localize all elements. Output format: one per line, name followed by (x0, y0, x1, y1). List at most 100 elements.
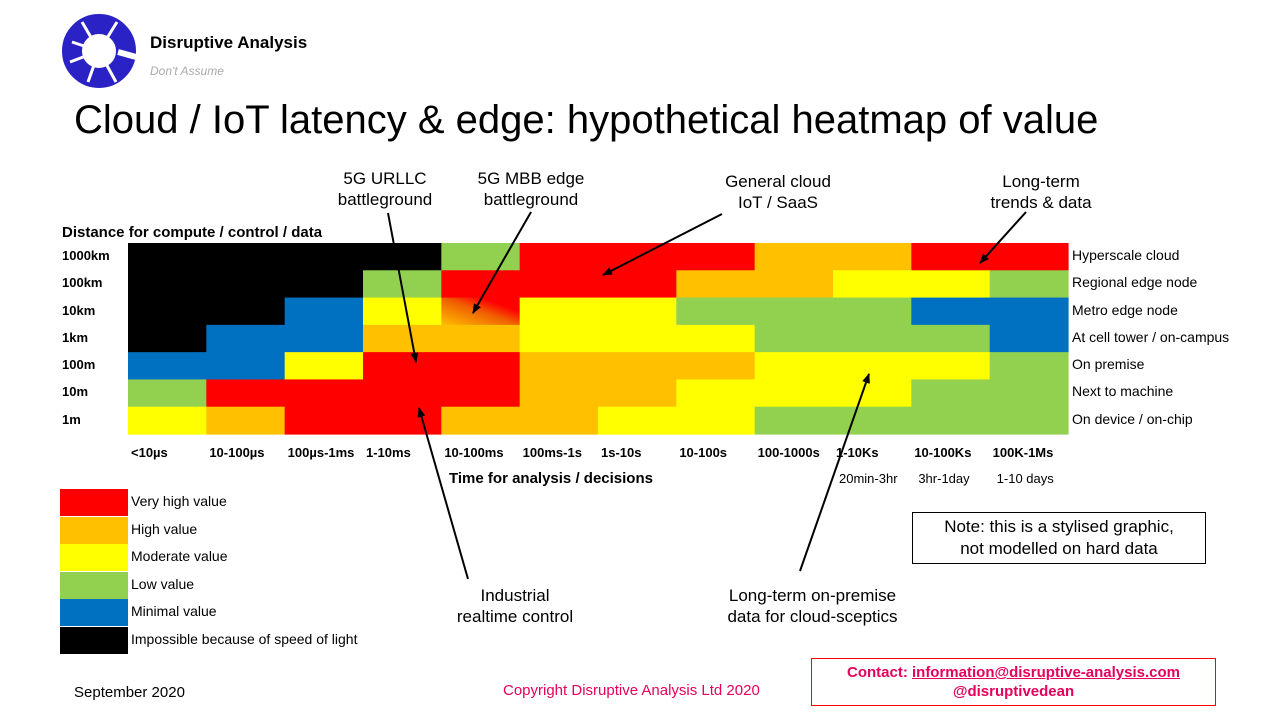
row-label: 1m (62, 411, 81, 427)
row-description: Hyperscale cloud (1072, 247, 1180, 263)
logo-name: Disruptive Analysis (150, 33, 308, 52)
heatmap-cell (676, 270, 756, 299)
contact-email-link[interactable]: information@disruptive-analysis.com (911, 664, 1180, 681)
contact-handle[interactable]: @disruptivedean (952, 683, 1075, 700)
legend-label: Minimal value (131, 603, 217, 619)
legend-swatch (60, 626, 128, 654)
heatmap-cell (206, 352, 286, 381)
heatmap-cell (363, 243, 442, 271)
heatmap-cell (833, 379, 912, 408)
row-label: 10m (62, 384, 89, 400)
heatmap-cell (754, 270, 834, 299)
heatmap-cell (284, 406, 364, 435)
row-description: Metro edge node (1072, 301, 1178, 318)
heatmap-cell (598, 379, 677, 408)
row-description: Regional edge node (1072, 274, 1198, 291)
annotation-mbb: 5G MBB edge battleground (477, 169, 585, 209)
arrow-onprem (799, 373, 870, 572)
note-box: Note: this is a stylised graphic, not mod… (912, 512, 1206, 564)
column-label: 100K-1Ms (992, 445, 1054, 460)
column-label: 1-10Ks (836, 445, 879, 460)
column-label: 10-100ms (444, 445, 504, 460)
row-label: 1km (62, 329, 89, 345)
heatmap-cell (676, 379, 756, 408)
heatmap-cell (911, 324, 991, 353)
heatmap-cell (206, 297, 286, 326)
heatmap-cell (363, 379, 442, 408)
heatmap-cell (833, 270, 912, 299)
heatmap-cell (519, 297, 599, 326)
heatmap-cell (363, 297, 442, 326)
y-axis-label: Distance for compute / control / data (62, 224, 323, 241)
legend-label: Low value (131, 575, 195, 592)
heatmap-cell (128, 324, 207, 353)
row-description: On premise (1072, 356, 1145, 373)
heatmap-cell (676, 352, 756, 381)
legend-swatch (60, 516, 128, 544)
heatmap-cell (441, 379, 521, 408)
heatmap-cell (833, 352, 912, 381)
heatmap-cell (284, 352, 364, 381)
heatmap-cell (206, 406, 286, 435)
heatmap-cell (833, 297, 912, 326)
heatmap-cell (754, 297, 834, 326)
column-label: 1s-10s (601, 445, 642, 460)
arrow-longterm (979, 211, 1027, 264)
legend-swatch (60, 544, 128, 571)
legend-label: Moderate value (131, 548, 228, 564)
footer-copyright: Copyright Disruptive Analysis Ltd 2020 (503, 682, 760, 699)
x-axis-label: Time for analysis / decisions (449, 470, 653, 487)
row-label: 1000km (62, 248, 110, 263)
heatmap-cell (989, 406, 1069, 435)
arrow-industrial (417, 407, 469, 580)
heatmap-cell (754, 324, 834, 353)
heatmap-cell (441, 270, 521, 299)
column-subtitle: 3hr-1day (918, 471, 970, 486)
heatmap-cell (754, 406, 834, 435)
column-subtitle: 20min-3hr (839, 471, 898, 486)
row-label: 100km (62, 275, 103, 291)
heatmap-cell (206, 270, 286, 299)
heatmap-cell (284, 270, 364, 299)
heatmap-cell (519, 352, 599, 381)
heatmap-cell (911, 352, 991, 381)
row-description: At cell tower / on-campus (1072, 328, 1230, 345)
heatmap-cell (989, 297, 1069, 326)
column-label: 100-1000s (757, 445, 820, 460)
heatmap-cell (598, 324, 677, 353)
column-label: 1-10ms (366, 445, 411, 460)
heatmap-cell (363, 324, 442, 353)
column-label: 100ms-1s (522, 445, 582, 460)
legend-label: Impossible because of speed of light (131, 630, 358, 647)
heatmap-cell (833, 243, 912, 271)
legend-swatch (60, 489, 128, 516)
heatmap-cell (676, 297, 756, 326)
annotation-long-term: Long-term trends & data (990, 172, 1092, 212)
heatmap-cell (989, 243, 1069, 271)
heatmap-cell (598, 297, 677, 326)
arrow-mbb (472, 211, 532, 314)
heatmap-cell (284, 379, 364, 408)
heatmap-cell (676, 243, 756, 271)
heatmap-cell (833, 324, 912, 353)
heatmap-cell (989, 270, 1069, 299)
heatmap-cell (128, 406, 207, 435)
heatmap-cell (676, 406, 756, 435)
annotation-on-premise: Long-term on-premise data for cloud-scept… (727, 586, 898, 626)
heatmap-cell (911, 270, 991, 299)
heatmap-cell (441, 324, 521, 353)
heatmap-cell (519, 270, 599, 299)
heatmap-cell (989, 379, 1069, 408)
row-description: On device / on-chip (1072, 410, 1193, 427)
annotation-general-cloud: General cloud IoT / SaaS (725, 172, 831, 212)
heatmap-cell (441, 297, 521, 326)
row-description: Next to machine (1072, 383, 1174, 400)
heatmap-cell (206, 243, 286, 271)
heatmap-cell (363, 352, 442, 381)
heatmap-cell (676, 324, 756, 353)
column-label: 10-100µs (209, 445, 265, 460)
heatmap-cell (911, 243, 991, 271)
row-label: 100m (62, 357, 96, 373)
logo-icon (62, 14, 141, 88)
heatmap-cell (519, 324, 599, 353)
